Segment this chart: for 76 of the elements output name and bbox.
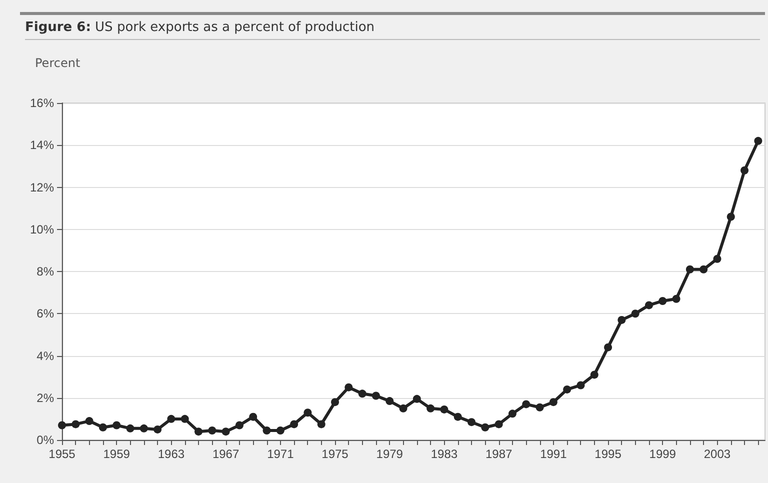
point: [700, 265, 708, 274]
point: [276, 426, 284, 435]
point: [672, 294, 680, 303]
x-tick-label: 1979: [376, 447, 404, 461]
point: [358, 390, 366, 398]
point: [726, 212, 735, 221]
point: [481, 423, 490, 432]
y-tick-label: 12%: [30, 180, 54, 194]
x-tick-label: 1991: [540, 447, 568, 461]
point: [317, 420, 326, 428]
y-axis-title: Percent: [35, 56, 80, 70]
y-tick-label: 10%: [30, 222, 54, 236]
point: [536, 403, 544, 412]
y-tick-label: 6%: [36, 306, 54, 321]
point: [167, 414, 176, 423]
point: [468, 418, 476, 426]
point: [331, 398, 340, 406]
x-tick-label: 1955: [48, 447, 76, 461]
point: [522, 400, 530, 408]
point: [154, 425, 162, 434]
point: [713, 254, 722, 263]
x-tick-label: 1967: [212, 447, 240, 461]
point: [590, 370, 598, 379]
point: [508, 410, 516, 418]
point: [563, 385, 572, 394]
point: [412, 394, 421, 403]
point: [98, 423, 107, 432]
point: [576, 381, 585, 390]
point: [631, 310, 640, 318]
point: [58, 421, 66, 430]
point: [549, 398, 558, 406]
x-tick-label: 2003: [704, 447, 731, 461]
point: [644, 301, 653, 310]
x-tick-label: 1959: [103, 447, 130, 461]
y-tick-label: 16%: [30, 96, 54, 110]
point: [399, 404, 408, 412]
x-tick-label: 1983: [430, 447, 458, 461]
point: [126, 424, 134, 432]
y-tick-label: 8%: [36, 264, 54, 278]
point: [754, 136, 762, 145]
point: [180, 414, 189, 423]
x-tick-label: 1975: [322, 447, 349, 461]
point: [72, 420, 80, 428]
point: [686, 265, 694, 274]
y-tick-label: 0%: [36, 433, 54, 447]
point: [208, 426, 216, 435]
x-tick-label: 1971: [267, 447, 294, 461]
point: [386, 397, 394, 406]
x-tick-label: 1963: [158, 447, 185, 461]
point: [494, 420, 503, 428]
chart-title: Figure 6: US pork exports as a percent of production: [25, 20, 760, 40]
point: [85, 417, 94, 426]
point: [262, 426, 271, 435]
x-tick-label: 1987: [485, 447, 512, 461]
point: [604, 343, 612, 352]
x-tick-label: 1999: [649, 447, 676, 461]
point: [372, 392, 380, 400]
point: [194, 428, 203, 436]
point: [740, 166, 749, 174]
point: [222, 428, 230, 436]
point: [658, 296, 667, 305]
point: [344, 383, 353, 392]
x-tick-label: 1995: [594, 447, 622, 461]
point: [426, 404, 435, 412]
y-tick-label: 4%: [36, 348, 54, 363]
y-tick-label: 14%: [30, 138, 54, 152]
point: [290, 420, 298, 428]
point: [249, 412, 258, 421]
point: [140, 424, 148, 432]
point: [235, 421, 244, 430]
y-tick-label: 2%: [36, 390, 54, 405]
point: [440, 405, 448, 414]
point: [454, 412, 462, 421]
point: [618, 316, 626, 324]
point: [304, 408, 312, 417]
point: [112, 421, 121, 430]
